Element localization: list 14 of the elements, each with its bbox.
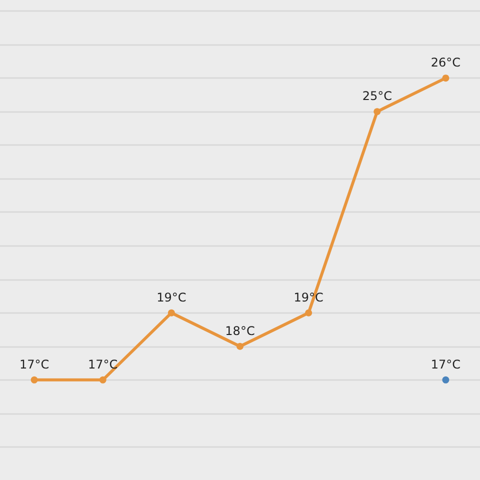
- point: [236, 342, 244, 350]
- data-label: 17°C: [88, 357, 118, 372]
- data-label: 25°C: [362, 89, 392, 104]
- data-label: 17°C: [430, 357, 461, 372]
- point: [168, 309, 175, 316]
- data-label: 17°C: [19, 357, 50, 372]
- point: [30, 376, 38, 384]
- data-label: 19°C: [156, 290, 186, 304]
- point: [99, 376, 106, 384]
- point: [305, 309, 312, 316]
- point: [374, 108, 381, 116]
- point: [442, 74, 450, 82]
- data-label: 18°C: [225, 324, 255, 338]
- data-label: 26°C: [430, 56, 461, 70]
